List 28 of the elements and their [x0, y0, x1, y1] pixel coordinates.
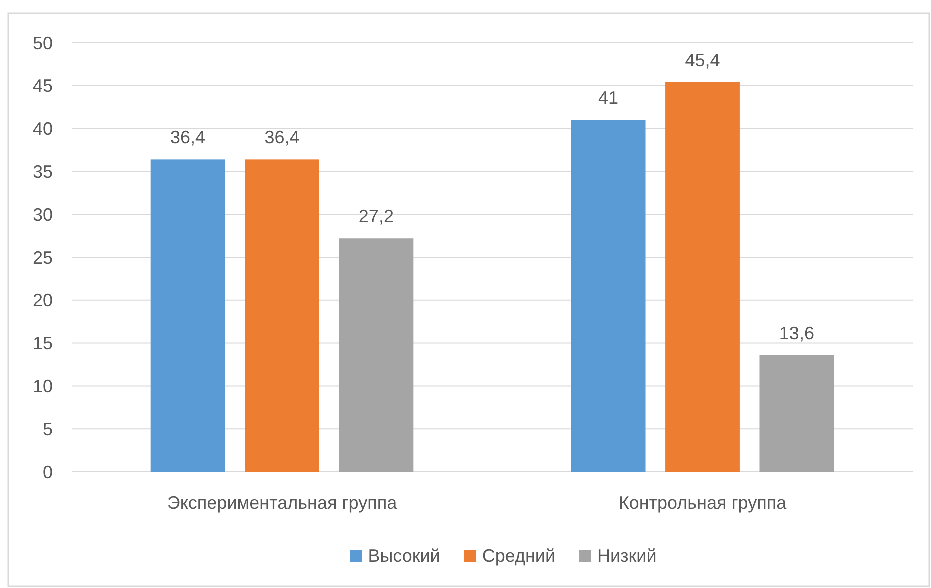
- y-tick-label: 40: [32, 119, 53, 140]
- x-tick-label: Контрольная группа: [618, 493, 788, 513]
- bar: [150, 160, 226, 472]
- bar: [245, 160, 320, 472]
- x-tick-label: Экспериментальная группа: [167, 493, 398, 513]
- bar: [760, 355, 834, 472]
- y-tick-label: 0: [42, 462, 53, 482]
- bar: [571, 120, 646, 472]
- y-tick-label: 30: [32, 204, 53, 225]
- data-label: 41: [598, 88, 619, 108]
- y-tick-label: 15: [32, 334, 53, 354]
- y-tick-label: 35: [32, 162, 53, 182]
- legend-label: Высокий: [368, 546, 440, 566]
- y-tick-label: 10: [32, 376, 53, 396]
- bar: [666, 82, 740, 472]
- data-label: 27,2: [358, 206, 394, 227]
- data-label: 13,6: [779, 323, 814, 344]
- data-label: 36,4: [170, 128, 206, 148]
- y-tick-label: 45: [32, 76, 53, 96]
- data-label: 36,4: [264, 128, 300, 148]
- legend-label: Средний: [482, 546, 556, 566]
- data-label: 45,4: [685, 50, 720, 70]
- bar: [339, 238, 414, 472]
- y-tick-label: 50: [32, 33, 53, 54]
- legend-label: Низкий: [598, 546, 657, 566]
- y-tick-label: 25: [32, 248, 53, 268]
- y-tick-label: 5: [42, 419, 53, 440]
- y-tick-label: 20: [32, 290, 53, 311]
